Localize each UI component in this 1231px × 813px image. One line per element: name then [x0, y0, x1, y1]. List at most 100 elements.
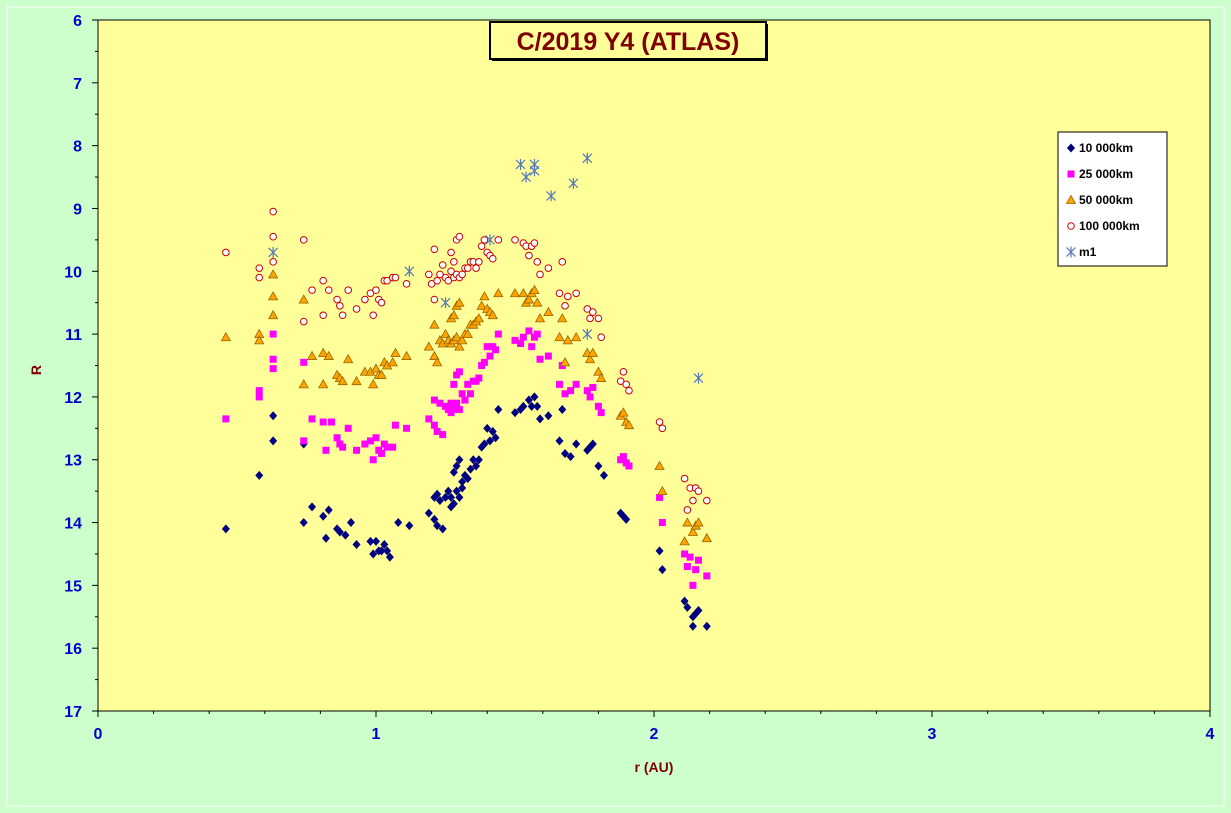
data-point — [317, 379, 329, 389]
data-point — [586, 314, 594, 323]
data-point — [530, 239, 539, 247]
data-point — [377, 546, 386, 556]
data-point — [487, 309, 498, 320]
data-point — [255, 387, 263, 395]
data-point — [693, 517, 704, 527]
data-point — [452, 486, 461, 496]
y-tick-label: 11 — [65, 327, 82, 344]
data-point — [463, 264, 472, 272]
data-point — [688, 621, 697, 631]
legend-label: 100 000km — [1079, 219, 1140, 233]
data-point — [423, 341, 435, 351]
data-point — [559, 357, 571, 367]
data-point — [694, 556, 702, 564]
data-point — [343, 353, 354, 364]
data-point — [306, 350, 318, 360]
data-point — [588, 439, 597, 449]
data-point — [486, 352, 494, 360]
data-point — [479, 291, 490, 301]
data-point — [517, 340, 525, 348]
legend-box — [1057, 131, 1168, 267]
data-point — [518, 287, 529, 298]
data-point — [430, 421, 438, 429]
data-point — [521, 171, 532, 183]
data-point — [597, 333, 605, 342]
data-point — [683, 506, 692, 514]
chart-title: C/2019 Y4 (ATLAS) — [517, 28, 740, 56]
data-point — [472, 461, 481, 471]
data-point — [589, 383, 597, 391]
data-point — [351, 375, 362, 386]
data-point — [438, 261, 447, 269]
data-point — [561, 302, 569, 310]
data-point — [475, 374, 483, 382]
data-point — [702, 621, 711, 631]
data-point — [449, 499, 458, 509]
data-point — [488, 254, 497, 263]
data-point — [439, 431, 447, 439]
data-point — [529, 158, 540, 170]
data-point — [453, 399, 461, 407]
data-point — [383, 546, 392, 556]
x-tick-label: 1 — [372, 726, 381, 743]
data-point — [534, 313, 546, 323]
data-point — [689, 581, 697, 589]
data-point — [616, 377, 625, 386]
data-point — [372, 536, 380, 546]
data-point — [298, 294, 309, 304]
data-point — [532, 297, 543, 307]
x-axis-title: r (AU) — [635, 759, 674, 775]
data-point — [430, 514, 439, 524]
y-tick-label: 12 — [64, 390, 82, 407]
legend-label: m1 — [1079, 245, 1097, 259]
data-point — [440, 328, 451, 338]
data-point — [255, 470, 264, 480]
data-point — [525, 327, 533, 335]
data-point — [655, 418, 664, 426]
data-point — [444, 276, 453, 285]
data-point — [594, 402, 602, 410]
data-point — [222, 248, 230, 257]
data-point — [333, 295, 341, 304]
y-tick-label: 9 — [73, 201, 82, 218]
data-point — [387, 357, 398, 367]
data-point — [474, 455, 483, 465]
data-point — [658, 424, 667, 433]
data-point — [308, 502, 317, 512]
data-point — [337, 375, 348, 386]
data-point — [528, 343, 536, 351]
series-0 — [221, 392, 711, 631]
y-tick-label: 16 — [64, 641, 82, 658]
data-point — [269, 355, 277, 363]
data-point — [441, 492, 450, 502]
data-point — [435, 496, 444, 506]
data-point — [390, 347, 401, 357]
data-point — [269, 411, 278, 421]
data-point — [369, 549, 378, 559]
data-point — [555, 289, 564, 298]
data-point — [366, 536, 375, 546]
data-point — [372, 286, 380, 294]
data-point — [686, 553, 694, 561]
data-point — [561, 390, 569, 398]
data-point — [433, 276, 441, 285]
data-point — [339, 443, 347, 451]
data-point — [485, 436, 494, 446]
data-point — [308, 286, 316, 294]
data-point — [346, 518, 355, 528]
data-point — [524, 395, 533, 405]
data-point — [681, 550, 689, 558]
data-point — [566, 452, 575, 462]
data-point — [324, 286, 333, 294]
data-point — [454, 341, 465, 351]
data-point — [269, 330, 277, 338]
data-point — [469, 455, 478, 465]
data-point — [376, 369, 387, 379]
data-point — [694, 487, 703, 495]
data-point — [380, 540, 389, 550]
data-point — [436, 270, 444, 279]
data-point — [269, 232, 277, 241]
data-point — [324, 505, 333, 515]
y-tick-label: 13 — [64, 453, 82, 470]
data-point — [429, 319, 440, 329]
